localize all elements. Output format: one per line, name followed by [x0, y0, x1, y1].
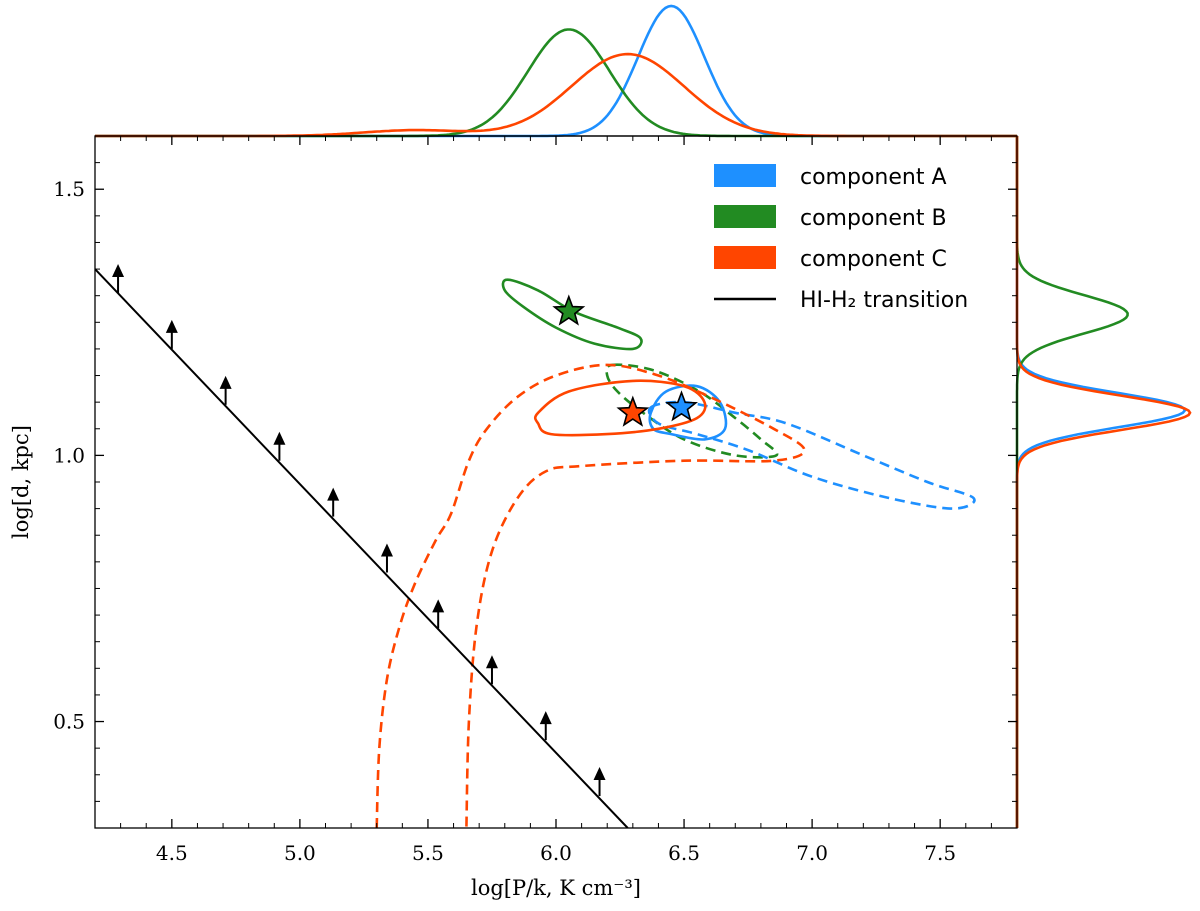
top-marginal-curve-B	[95, 28, 1017, 138]
contours-layer	[375, 278, 976, 828]
legend-swatch-A	[714, 164, 776, 187]
y-tick-label-0: 0.5	[53, 710, 85, 734]
lower-limit-arrowhead-1	[165, 319, 178, 333]
right-marginal	[1015, 136, 1192, 828]
lower-limit-arrowhead-6	[432, 599, 445, 613]
best-fit-star-C	[616, 395, 650, 427]
right-marginal-curve-B	[1015, 136, 1129, 828]
legend-swatch-C	[714, 246, 776, 269]
x-axis-label: log[P/k, K cm⁻³]	[471, 876, 641, 900]
right-marginal-curve-A	[1015, 136, 1187, 828]
lower-limit-arrowhead-0	[112, 264, 125, 278]
lower-limit-arrowhead-7	[485, 655, 498, 669]
plot-area	[95, 136, 1017, 828]
lower-limit-arrowhead-9	[593, 767, 606, 781]
y-axis-label: log[d, kpc]	[9, 425, 33, 539]
best-fit-star-B	[552, 294, 586, 326]
contour-B-solid-0	[501, 278, 643, 351]
contour-C-solid-4	[533, 379, 707, 437]
lower-limit-arrowhead-4	[327, 487, 340, 501]
contour-A-solid-2	[648, 384, 728, 441]
legend-swatch-B	[714, 205, 776, 228]
lower-limit-arrowhead-5	[380, 543, 393, 557]
lower-limit-arrowhead-8	[539, 711, 552, 725]
y-tick-label-2: 1.5	[53, 177, 85, 201]
x-tick-label-1: 5.0	[284, 841, 316, 865]
top-marginal-curve-A	[95, 4, 1017, 138]
lower-limits-layer	[112, 264, 606, 797]
transition-layer	[95, 268, 629, 828]
legend-label-C: component C	[800, 247, 947, 272]
y-tick-label-1: 1.0	[53, 443, 85, 467]
legend-label-line: HI-H₂ transition	[800, 288, 968, 313]
top-marginal	[95, 4, 1017, 138]
x-tick-label-3: 6.0	[540, 841, 572, 865]
top-marginal-curve-C	[95, 52, 1017, 138]
x-axis-ticks: 4.5 5.0 5.5 6.0 6.5 7.0 7.5	[120, 136, 1018, 865]
legend-label-A: component A	[800, 165, 947, 190]
x-tick-label-0: 4.5	[156, 841, 188, 865]
best-fit-layer	[552, 294, 698, 427]
x-tick-label-5: 7.0	[796, 841, 828, 865]
best-fit-star-A	[665, 390, 698, 422]
x-tick-label-2: 5.5	[412, 841, 444, 865]
contour-C-dashed-5	[375, 363, 806, 828]
y-axis-ticks: 0.5 1.0 1.5	[53, 162, 1017, 802]
contour-B-dashed-1	[605, 363, 779, 459]
lower-limit-arrowhead-2	[219, 375, 232, 389]
x-tick-label-4: 6.5	[668, 841, 700, 865]
hi-h2-transition-line	[95, 268, 629, 828]
x-tick-label-6: 7.5	[924, 841, 956, 865]
lower-limit-arrowhead-3	[273, 431, 286, 445]
legend-label-B: component B	[800, 206, 947, 231]
right-marginal-curve-C	[1015, 136, 1192, 828]
legend: component A component B component C HI-H₂ t…	[714, 164, 968, 313]
